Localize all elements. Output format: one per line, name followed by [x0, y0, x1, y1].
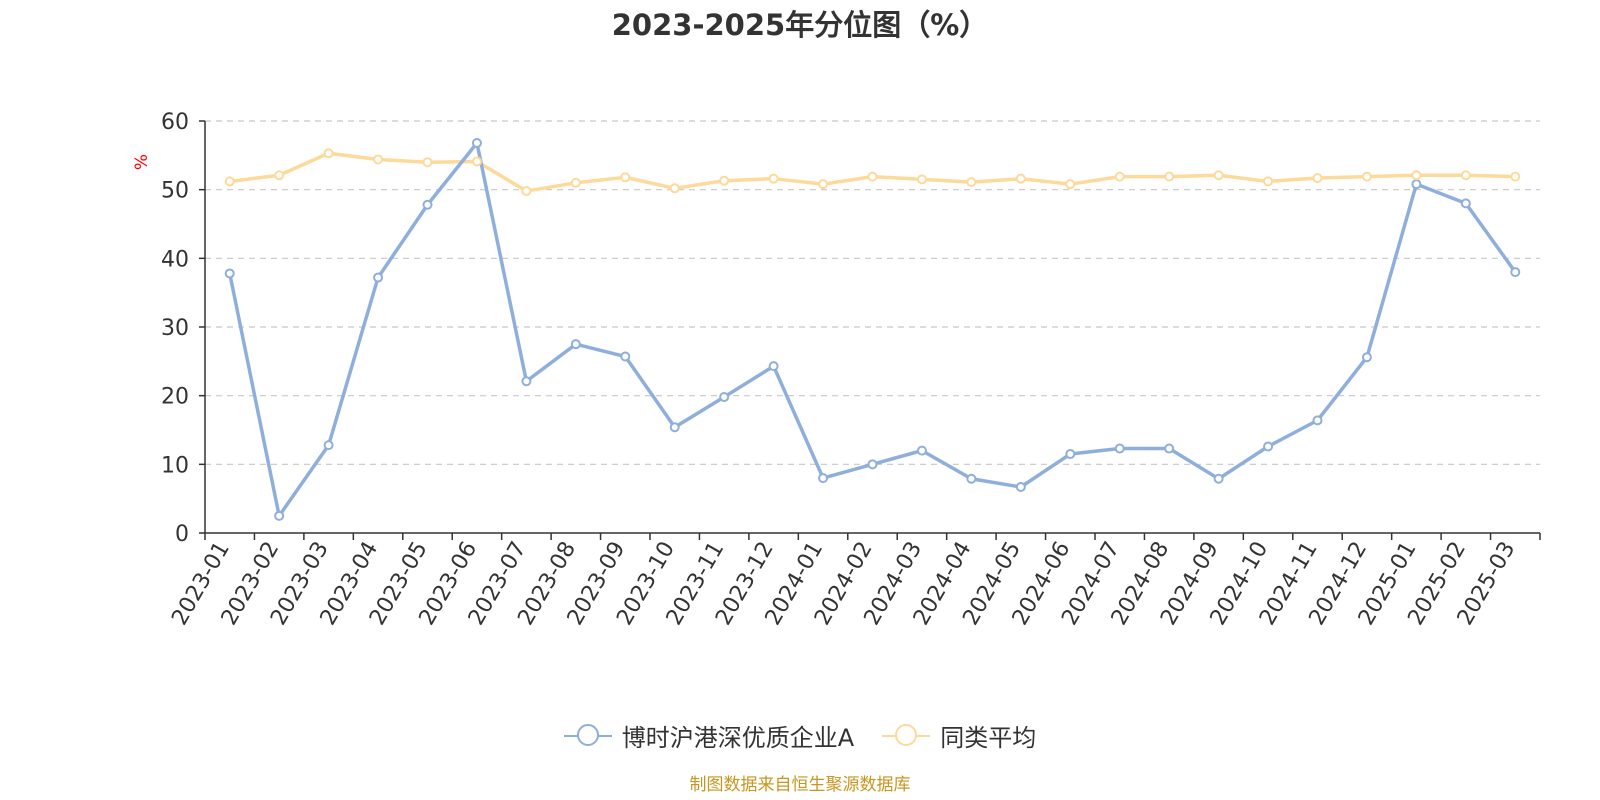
- data-point-series-0: [422, 199, 433, 210]
- legend-label-average: 同类平均: [940, 724, 1037, 752]
- data-point-series-1: [471, 156, 482, 167]
- data-point-series-0: [471, 137, 482, 148]
- data-point-series-1: [323, 148, 334, 159]
- data-point-series-1: [669, 183, 680, 194]
- data-point-series-1: [521, 186, 532, 197]
- data-source-note: 制图数据来自恒生聚源数据库: [689, 775, 911, 795]
- y-tick-label: 60: [161, 110, 189, 135]
- data-point-series-0: [719, 392, 730, 403]
- data-point-series-0: [570, 339, 581, 350]
- grid-lines: [205, 120, 1540, 465]
- data-point-series-1: [1460, 170, 1471, 181]
- y-axis: 0 10 20 30 40 50 60%: [132, 110, 206, 547]
- data-point-series-0: [1411, 179, 1422, 190]
- y-tick-label: 50: [161, 179, 189, 204]
- data-point-series-1: [570, 177, 581, 188]
- y-tick-label: 0: [175, 522, 189, 547]
- data-point-series-1: [867, 171, 878, 182]
- data-point-series-1: [1213, 170, 1224, 181]
- data-point-series-1: [1065, 179, 1076, 190]
- data-point-series-1: [422, 157, 433, 168]
- legend-marker-fund: [563, 723, 612, 749]
- data-point-series-0: [274, 510, 285, 521]
- data-point-series-1: [966, 177, 977, 188]
- data-point-series-1: [373, 154, 384, 165]
- data-point-series-1: [916, 174, 927, 185]
- legend-item-fund[interactable]: 博时沪港深优质企业A: [563, 718, 855, 753]
- data-point-series-0: [867, 459, 878, 470]
- data-point-series-1: [818, 179, 829, 190]
- data-point-series-0: [1213, 473, 1224, 484]
- data-point-series-0: [669, 422, 680, 433]
- data-point-series-1: [1015, 173, 1026, 184]
- y-tick-label: 40: [161, 247, 189, 272]
- data-point-series-1: [1164, 171, 1175, 182]
- data-point-series-0: [966, 473, 977, 484]
- line-chart: 0 10 20 30 40 50 60% 2023-012023-022023-032023…: [132, 110, 1541, 630]
- data-point-series-1: [224, 176, 235, 187]
- data-point-series-1: [1510, 171, 1521, 182]
- data-point-series-1: [1312, 172, 1323, 183]
- y-tick-label: 20: [161, 385, 189, 410]
- data-point-series-1: [274, 170, 285, 181]
- y-axis-label: %: [132, 154, 152, 170]
- data-point-series-0: [768, 361, 779, 372]
- data-point-series-0: [1114, 443, 1125, 454]
- x-axis: 2023-012023-022023-032023-042023-052023-…: [167, 532, 1541, 630]
- data-point-series-1: [1361, 171, 1372, 182]
- data-point-series-0: [323, 440, 334, 451]
- data-point-series-1: [1114, 171, 1125, 182]
- data-point-series-0: [1510, 267, 1521, 278]
- data-point-series-0: [1263, 441, 1274, 452]
- data-point-series-0: [1015, 481, 1026, 492]
- chart-title: 2023-2025年分位图（%）: [611, 8, 989, 42]
- data-point-series-0: [818, 473, 829, 484]
- data-point-series-0: [1065, 449, 1076, 460]
- data-point-series-0: [373, 272, 384, 283]
- data-point-series-0: [1460, 198, 1471, 209]
- legend-marker-average: [882, 723, 931, 749]
- legend-item-average[interactable]: 同类平均: [882, 718, 1036, 753]
- data-point-series-0: [1361, 352, 1372, 363]
- data-point-series-1: [1411, 170, 1422, 181]
- data-point-series-1: [768, 173, 779, 184]
- data-point-series-1: [620, 172, 631, 183]
- data-point-series-0: [916, 445, 927, 456]
- data-point-series-1: [1263, 176, 1274, 187]
- data-point-series-0: [1164, 443, 1175, 454]
- data-point-series-0: [224, 268, 235, 279]
- data-point-series-0: [521, 376, 532, 387]
- data-point-series-1: [719, 175, 730, 186]
- y-tick-label: 30: [161, 316, 189, 341]
- data-point-series-0: [620, 351, 631, 362]
- series-lines: [224, 137, 1521, 521]
- legend-label-fund: 博时沪港深优质企业A: [621, 724, 855, 752]
- legend: 博时沪港深优质企业A 同类平均: [0, 718, 1600, 753]
- data-point-series-0: [1312, 415, 1323, 426]
- y-tick-label: 10: [161, 453, 189, 478]
